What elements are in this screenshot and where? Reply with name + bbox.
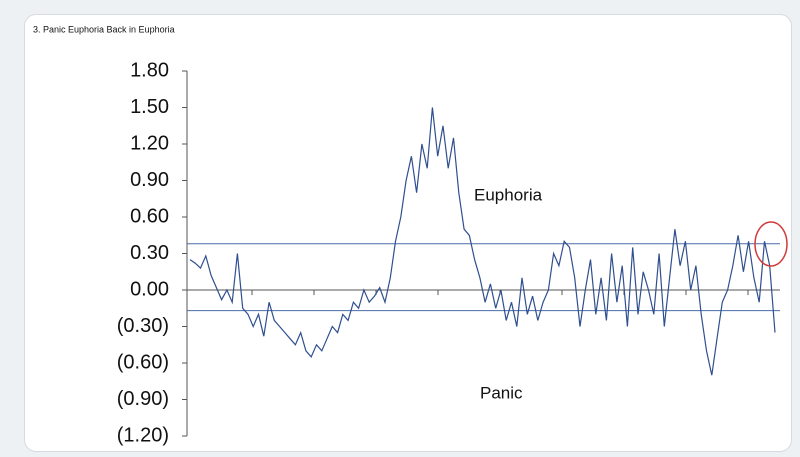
y-tick-label: 1.80 [130, 59, 169, 81]
y-tick-label: 1.50 [130, 96, 169, 118]
y-tick-label: (0.30) [117, 315, 169, 337]
y-tick-label: 0.60 [130, 205, 169, 227]
annotation: Panic [480, 383, 523, 402]
y-tick-label: 0.90 [130, 169, 169, 191]
y-tick-label: (0.60) [117, 351, 169, 373]
highlight-circle [754, 221, 788, 267]
y-tick-label: 0.30 [130, 242, 169, 264]
y-tick-label: (1.20) [117, 424, 169, 446]
y-tick-label: (0.90) [117, 388, 169, 410]
chart-title: 3. Panic Euphoria Back in Euphoria [33, 24, 175, 34]
annotation: Euphoria [474, 185, 543, 204]
card [24, 14, 792, 452]
data-line [189, 107, 776, 376]
y-tick-label: 0.00 [130, 278, 169, 300]
y-tick-label: 1.20 [130, 132, 169, 154]
